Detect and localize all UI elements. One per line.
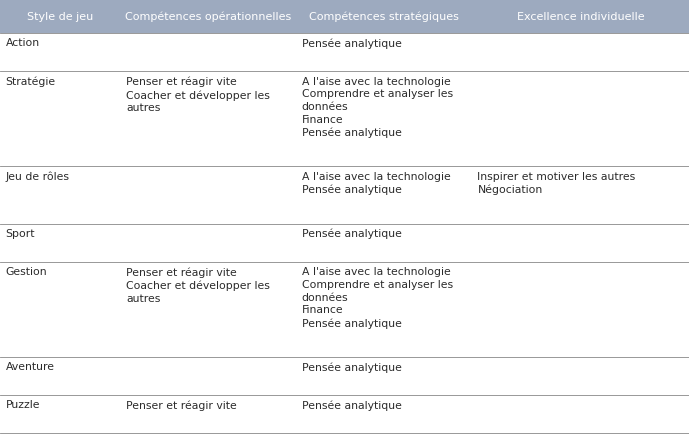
Text: Pensée analytique: Pensée analytique [302, 38, 402, 49]
Text: Action: Action [6, 38, 40, 49]
Text: Compétences opérationnelles: Compétences opérationnelles [125, 11, 291, 22]
Text: Penser et réagir vite
Coacher et développer les
autres: Penser et réagir vite Coacher et dévelop… [126, 76, 270, 113]
Text: Jeu de rôles: Jeu de rôles [6, 172, 70, 182]
Text: A l'aise avec la technologie
Pensée analytique: A l'aise avec la technologie Pensée anal… [302, 172, 451, 195]
Text: A l'aise avec la technologie
Comprendre et analyser les
données
Finance
Pensée a: A l'aise avec la technologie Comprendre … [302, 267, 453, 329]
Text: Style de jeu: Style de jeu [27, 11, 94, 22]
Bar [0, 0, 689, 33]
Text: Gestion: Gestion [6, 267, 47, 277]
Text: Excellence individuelle: Excellence individuelle [517, 11, 644, 22]
Text: Compétences stratégiques: Compétences stratégiques [309, 11, 459, 22]
Text: A l'aise avec la technologie
Comprendre et analyser les
données
Finance
Pensée a: A l'aise avec la technologie Comprendre … [302, 76, 453, 138]
Text: Pensée analytique: Pensée analytique [302, 400, 402, 411]
Text: Penser et réagir vite
Coacher et développer les
autres: Penser et réagir vite Coacher et dévelop… [126, 267, 270, 304]
Text: Stratégie: Stratégie [6, 76, 56, 87]
Text: Pensée analytique: Pensée analytique [302, 229, 402, 240]
Text: Aventure: Aventure [6, 362, 54, 372]
Text: Pensée analytique: Pensée analytique [302, 362, 402, 373]
Text: Sport: Sport [6, 229, 35, 239]
Text: Inspirer et motiver les autres
Négociation: Inspirer et motiver les autres Négociati… [477, 172, 636, 195]
Text: Puzzle: Puzzle [6, 400, 40, 410]
Text: Penser et réagir vite: Penser et réagir vite [126, 400, 237, 411]
